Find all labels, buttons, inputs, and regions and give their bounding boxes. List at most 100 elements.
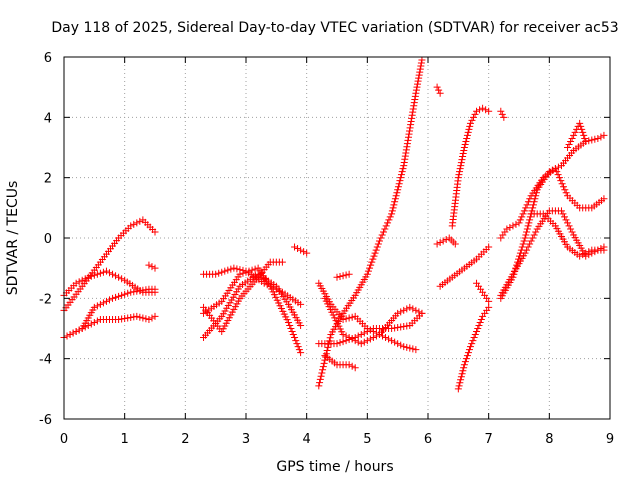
data-point	[579, 251, 587, 259]
data-point	[468, 340, 476, 348]
data-point	[415, 71, 423, 79]
data-point	[379, 332, 386, 340]
data-point	[461, 358, 469, 366]
data-point	[291, 243, 299, 251]
data-point	[364, 267, 372, 275]
data-point	[597, 133, 605, 141]
data-point	[99, 299, 107, 307]
data-point	[512, 220, 520, 228]
data-point	[442, 236, 450, 244]
data-point	[389, 204, 397, 212]
data-point	[521, 234, 529, 242]
points-layer	[60, 56, 608, 393]
series-arc-10	[291, 243, 311, 257]
axes-layer: 0 1 2 3 4 5 6 7 8 9 -6 -4 -2 0 2 4 6	[39, 51, 614, 447]
data-point	[463, 131, 471, 139]
x-tick-label: 6	[424, 432, 432, 447]
data-point	[509, 222, 517, 230]
data-point	[561, 186, 569, 194]
data-point	[124, 314, 132, 322]
data-point	[500, 113, 508, 121]
y-tick-label: 4	[44, 111, 52, 126]
data-point	[351, 337, 359, 345]
data-point	[136, 313, 144, 321]
data-point	[87, 320, 95, 328]
data-point	[354, 332, 362, 340]
data-point	[455, 171, 463, 179]
data-point	[118, 275, 126, 283]
data-point	[581, 134, 589, 142]
data-point	[360, 338, 368, 346]
data-point	[497, 107, 505, 115]
data-point	[336, 339, 344, 347]
data-point	[96, 300, 104, 308]
x-tick-label: 9	[606, 432, 614, 447]
data-point	[462, 137, 470, 145]
data-point	[407, 118, 415, 126]
data-point	[519, 210, 527, 218]
data-point	[400, 162, 408, 170]
data-point	[87, 272, 95, 280]
data-point	[509, 273, 517, 281]
data-point	[414, 80, 422, 88]
data-point	[418, 309, 426, 317]
data-point	[75, 326, 83, 334]
data-point	[81, 275, 89, 283]
data-point	[585, 137, 593, 145]
data-point	[564, 144, 572, 151]
series-arc-21	[454, 303, 493, 393]
data-point	[458, 370, 466, 378]
data-point	[106, 269, 113, 277]
data-point	[99, 268, 107, 276]
data-point	[72, 279, 80, 287]
data-point	[474, 325, 482, 332]
data-point	[369, 255, 377, 263]
data-point	[522, 204, 530, 212]
data-point	[121, 314, 129, 322]
data-point	[130, 288, 138, 296]
data-point	[459, 367, 467, 375]
data-point	[393, 189, 401, 197]
data-point	[523, 228, 531, 236]
data-point	[562, 189, 570, 197]
data-point	[409, 305, 417, 313]
data-point	[295, 346, 303, 354]
data-point	[517, 246, 525, 254]
data-point	[78, 325, 86, 332]
data-point	[318, 369, 326, 377]
x-tick-label: 7	[485, 432, 493, 447]
data-point	[342, 315, 350, 323]
data-point	[133, 287, 141, 295]
data-point	[465, 346, 473, 354]
x-tick-label: 4	[303, 432, 311, 447]
data-point	[554, 171, 562, 179]
series-arc-19	[436, 243, 493, 290]
data-point	[410, 102, 418, 110]
data-point	[133, 219, 141, 227]
data-point	[230, 264, 238, 272]
data-point	[462, 355, 470, 363]
data-point	[418, 56, 426, 64]
data-point	[559, 210, 567, 218]
data-point	[275, 287, 283, 295]
data-point	[221, 267, 229, 275]
data-point	[272, 285, 280, 293]
data-point	[457, 373, 465, 381]
data-point	[320, 359, 328, 367]
data-point	[293, 340, 301, 348]
data-point	[316, 375, 324, 383]
data-point	[139, 314, 147, 322]
data-point	[109, 270, 117, 278]
data-point	[466, 119, 474, 127]
data-point	[406, 127, 414, 135]
data-point	[471, 331, 479, 339]
data-point	[374, 240, 382, 248]
data-point	[148, 263, 156, 271]
series-arc-8	[200, 264, 305, 308]
data-point	[112, 293, 120, 301]
data-point	[109, 294, 117, 302]
data-point	[460, 147, 468, 155]
data-point	[384, 219, 392, 227]
data-point	[557, 207, 565, 215]
